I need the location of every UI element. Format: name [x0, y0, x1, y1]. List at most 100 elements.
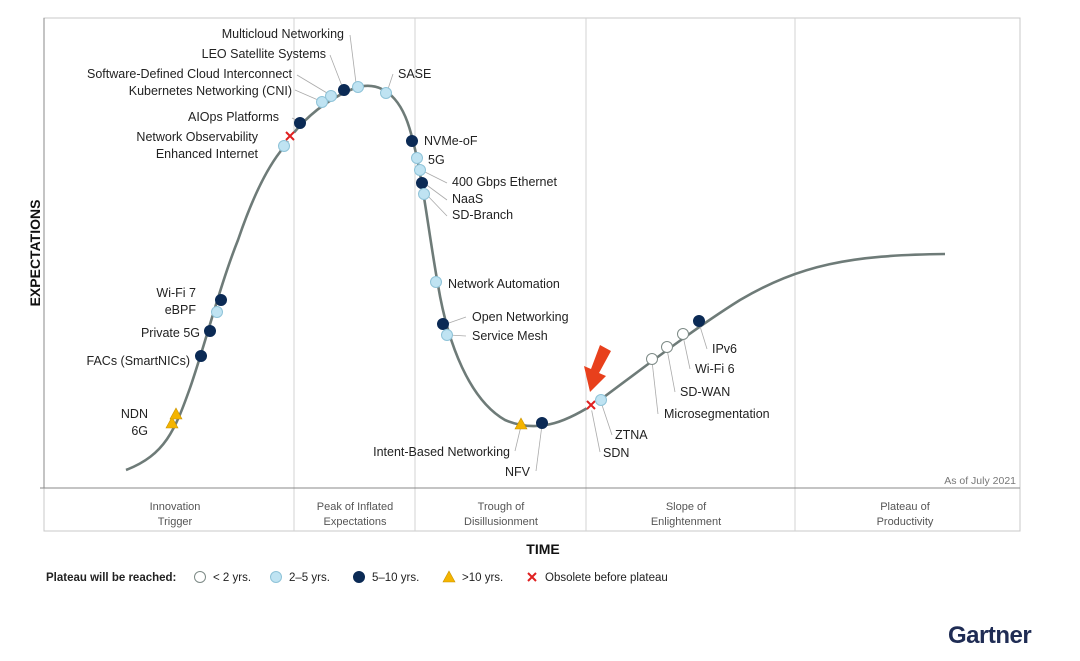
- phase-label: Trigger: [158, 516, 193, 528]
- leader-line: [600, 401, 613, 436]
- leader-line: [590, 406, 601, 453]
- technology-label: 6G: [131, 424, 148, 438]
- legend-item-label: >10 yrs.: [462, 572, 503, 584]
- phase-label: Trough of: [478, 501, 526, 513]
- phase-label: Slope of: [666, 501, 707, 513]
- legend-item-label: 2–5 yrs.: [289, 572, 330, 584]
- leader-line: [329, 54, 343, 87]
- technology-marker: [411, 152, 423, 164]
- leader-line: [425, 193, 448, 217]
- technology-marker: [278, 140, 290, 152]
- legend-item-label: < 2 yrs.: [213, 572, 251, 584]
- gartner-logo: Gartner: [948, 622, 1031, 649]
- technology-label: Open Networking: [472, 310, 569, 324]
- technology-label: Network Automation: [448, 277, 560, 291]
- technology-label: 5G: [428, 153, 445, 167]
- technology-marker: [430, 276, 442, 288]
- technology-marker: [316, 96, 328, 108]
- legend-swatch: [194, 571, 206, 583]
- leader-line: [535, 424, 543, 472]
- technology-label: 400 Gbps Ethernet: [452, 175, 557, 189]
- technology-label: SD-WAN: [680, 385, 730, 399]
- leader-line: [349, 34, 357, 84]
- phase-label: Peak of Inflated: [317, 501, 393, 513]
- technology-marker: [514, 417, 528, 430]
- technology-marker: [416, 177, 428, 189]
- technology-labels: 6G NDN FACs (SmartNICs) Private 5G eBPF Wi-Fi…: [87, 27, 770, 479]
- leader-line: [423, 182, 448, 201]
- technology-marker: [441, 329, 453, 341]
- technology-marker: [693, 315, 705, 327]
- phase-label: Expectations: [324, 516, 387, 528]
- legend-item-label: Obsolete before plateau: [545, 572, 668, 584]
- technology-marker: [677, 328, 689, 340]
- technology-label: NVMe-oF: [424, 134, 478, 148]
- technology-label: SASE: [398, 67, 431, 81]
- technology-label: NDN: [121, 407, 148, 421]
- leader-line: [387, 73, 394, 90]
- leader-line: [296, 74, 328, 94]
- technology-marker: [211, 306, 223, 318]
- technology-label: Intent-Based Networking: [373, 445, 510, 459]
- technology-label: Multicloud Networking: [222, 27, 344, 41]
- technology-marker: [165, 416, 179, 429]
- highlight-arrow: [584, 345, 611, 392]
- legend-swatch: [442, 570, 456, 583]
- technology-marker: [294, 117, 306, 129]
- label-leaders: [291, 34, 708, 472]
- leader-line: [666, 348, 676, 393]
- red-arrow-icon: [584, 345, 611, 392]
- technology-label: Software-Defined Cloud Interconnect: [87, 67, 293, 81]
- leader-line: [698, 322, 708, 350]
- technology-marker: [215, 294, 227, 306]
- legend-title: Plateau will be reached:: [46, 572, 176, 584]
- technology-marker: [338, 84, 350, 96]
- technology-label: LEO Satellite Systems: [202, 47, 326, 61]
- legend-swatch: [270, 571, 282, 583]
- technology-label: Microsegmentation: [664, 407, 770, 421]
- technology-label: NFV: [505, 465, 531, 479]
- technology-marker: [325, 90, 337, 102]
- technology-marker: [418, 188, 430, 200]
- y-axis-title: EXPECTATIONS: [27, 200, 43, 307]
- phase-label: Enlightenment: [651, 516, 721, 528]
- technology-marker: [204, 325, 216, 337]
- technology-label: Enhanced Internet: [156, 147, 259, 161]
- phase-label: Disillusionment: [464, 516, 538, 528]
- leader-line: [651, 360, 659, 415]
- legend-swatch: [353, 571, 365, 583]
- chart-frame: [43, 17, 1021, 532]
- technology-marker: [595, 394, 607, 406]
- technology-label: ZTNA: [615, 428, 648, 442]
- legend: Plateau will be reached: < 2 yrs. 2–5 yrs…: [46, 570, 668, 584]
- technology-label: Wi-Fi 6: [695, 362, 735, 376]
- leader-line: [445, 316, 467, 325]
- technology-marker: [169, 407, 183, 420]
- as-of-note: As of July 2021: [944, 475, 1016, 487]
- technology-label: Private 5G: [141, 326, 200, 340]
- technology-marker: [437, 318, 449, 330]
- x-axis-title: TIME: [526, 541, 559, 557]
- leader-line: [514, 425, 522, 452]
- legend-swatch: [526, 571, 538, 583]
- phase-label: Innovation: [150, 501, 201, 513]
- technology-label: SD-Branch: [452, 208, 513, 222]
- leader-line: [294, 89, 319, 101]
- technology-markers: [165, 81, 705, 430]
- technology-marker: [536, 417, 548, 429]
- technology-marker: [661, 341, 673, 353]
- technology-label: AIOps Platforms: [188, 110, 279, 124]
- technology-marker: [414, 164, 426, 176]
- technology-marker: [380, 87, 392, 99]
- phase-label: Productivity: [877, 516, 934, 528]
- technology-marker: [352, 81, 364, 93]
- phase-labels: Innovation Trigger Peak of Inflated Expecta…: [150, 501, 934, 528]
- technology-marker: [195, 350, 207, 362]
- phase-label: Plateau of: [880, 501, 930, 513]
- technology-label: Wi-Fi 7: [156, 286, 196, 300]
- technology-label: SDN: [603, 446, 629, 460]
- technology-label: IPv6: [712, 342, 737, 356]
- technology-marker: [284, 130, 296, 142]
- technology-label: Network Observability: [136, 130, 258, 144]
